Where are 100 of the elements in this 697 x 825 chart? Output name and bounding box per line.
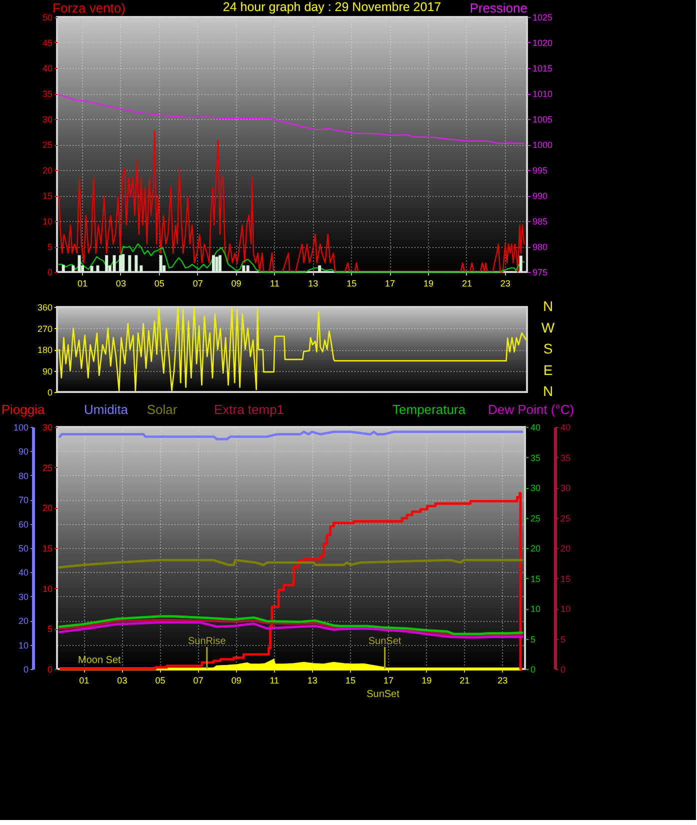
y-tick-label: 80 — [18, 470, 28, 481]
x-tick-label: 17 — [384, 676, 394, 686]
x-tick-label: 13 — [307, 676, 318, 686]
x-tick-label: 23 — [498, 676, 508, 686]
bar — [246, 265, 250, 272]
ref-line-label: SunRise — [188, 636, 226, 647]
y3-tick-label: 0 — [560, 664, 566, 674]
x-tick-label: 09 — [231, 278, 242, 288]
y-tick-label: 10 — [18, 640, 28, 650]
series-label: Umidita — [84, 402, 129, 417]
line-series — [58, 94, 525, 144]
x-tick-label: 11 — [270, 278, 280, 288]
text: Solar — [146, 402, 178, 417]
bar — [62, 264, 65, 272]
y2-tick-label: 1005 — [532, 114, 553, 124]
y-tick-label: 50 — [42, 12, 52, 22]
y2-tick-label: 985 — [532, 216, 548, 226]
x-tick-label: 01 — [77, 278, 88, 288]
y2-axis-title: Pressione — [470, 0, 528, 16]
bar — [218, 255, 222, 272]
line-series — [58, 430, 524, 440]
y2-tick-label: 1015 — [532, 64, 553, 74]
x-tick-label: 21 — [462, 278, 472, 288]
y2-tick-label: 1020 — [532, 38, 553, 48]
x-tick-label: 07 — [192, 278, 203, 288]
y3-tick-label: 25 — [560, 513, 571, 524]
y-axis-title: Forza vento) — [52, 0, 126, 16]
y2-tick-label: 1025 — [532, 12, 553, 22]
text: 40 — [530, 422, 541, 432]
y-tick-label: 360 — [37, 302, 52, 312]
bar — [215, 256, 218, 272]
bar — [140, 265, 143, 272]
x-tick-label: 21 — [460, 676, 470, 686]
y-tick-label: 50 — [18, 544, 28, 554]
bar — [72, 265, 75, 272]
x-tick-label: 17 — [385, 278, 396, 288]
text: Extra temp1 — [214, 402, 284, 417]
y-tick-label: 0 — [47, 268, 52, 278]
x-tick-label: 11 — [270, 676, 280, 686]
bar — [128, 255, 132, 272]
bar — [122, 254, 125, 272]
bar — [519, 256, 522, 272]
x-tick-label: 09 — [231, 676, 242, 686]
y-tick-label: 40 — [42, 64, 52, 74]
text: Pioggia — [1, 402, 46, 417]
text: 0 — [530, 664, 536, 674]
y-tick-label: 180 — [37, 345, 52, 355]
x-tick-label: 05 — [154, 278, 164, 288]
bar — [318, 265, 322, 272]
x-tick-label: 03 — [116, 278, 126, 288]
y-tick-label: 20 — [18, 616, 28, 626]
y2-tick-label: 1000 — [532, 140, 553, 150]
bar — [96, 265, 100, 272]
text: Dew Point (°C) — [488, 402, 574, 417]
y-tick-label: 0 — [23, 664, 28, 674]
text: 15 — [530, 574, 541, 584]
y-tick-label: 15 — [42, 191, 52, 201]
y-tick-label: 90 — [18, 446, 28, 457]
y-tick-label: 35 — [42, 89, 52, 99]
text: 35 — [530, 452, 541, 463]
ref-line-label: SunSet — [368, 636, 402, 647]
y2-tick-label: 975 — [532, 268, 548, 278]
text: 5 — [530, 634, 536, 644]
y-tick-label: 30 — [18, 592, 28, 602]
y3-tick-label: 15 — [560, 574, 571, 584]
x-tick-label: 07 — [193, 676, 204, 686]
line-series — [58, 558, 524, 569]
y3-tick-label: 40 — [560, 422, 571, 432]
y-tick-label: 60 — [18, 519, 28, 530]
y2-tick-label: 990 — [532, 191, 548, 201]
text: E — [543, 362, 553, 378]
y-tick-label: 10 — [42, 216, 52, 226]
chart-title: 24 hour graph day : 29 Novembre 2017 — [222, 0, 442, 14]
text: 10 — [530, 604, 541, 614]
bar — [112, 255, 116, 272]
y3-tick-label: 20 — [560, 544, 571, 554]
y-tick-label: 30 — [42, 114, 52, 124]
y-tick-label: 5 — [47, 242, 52, 252]
x-tick-label: 19 — [422, 676, 432, 686]
text: N — [542, 298, 554, 314]
line-series — [58, 615, 524, 636]
y-tick-label: 0 — [47, 388, 52, 398]
bar — [134, 255, 138, 272]
y3-tick-label: 5 — [560, 634, 566, 644]
y-tick-label: 70 — [18, 495, 28, 506]
x-tick-label: 15 — [345, 676, 356, 686]
x-tick-label: 03 — [117, 676, 128, 686]
y3-tick-label: 10 — [560, 604, 571, 614]
y2-tick-label: 995 — [532, 166, 548, 176]
y2-tick-label: 980 — [532, 242, 548, 252]
bar — [90, 266, 94, 272]
bar — [78, 255, 81, 272]
line-series — [58, 243, 525, 273]
bar — [159, 255, 162, 272]
bar — [105, 255, 108, 272]
y-tick-label: 270 — [37, 324, 52, 334]
y2-tick-label: 1010 — [532, 89, 553, 99]
text: 25 — [530, 513, 541, 524]
y-tick-label: 45 — [42, 38, 52, 48]
text: SunSet — [366, 689, 400, 700]
